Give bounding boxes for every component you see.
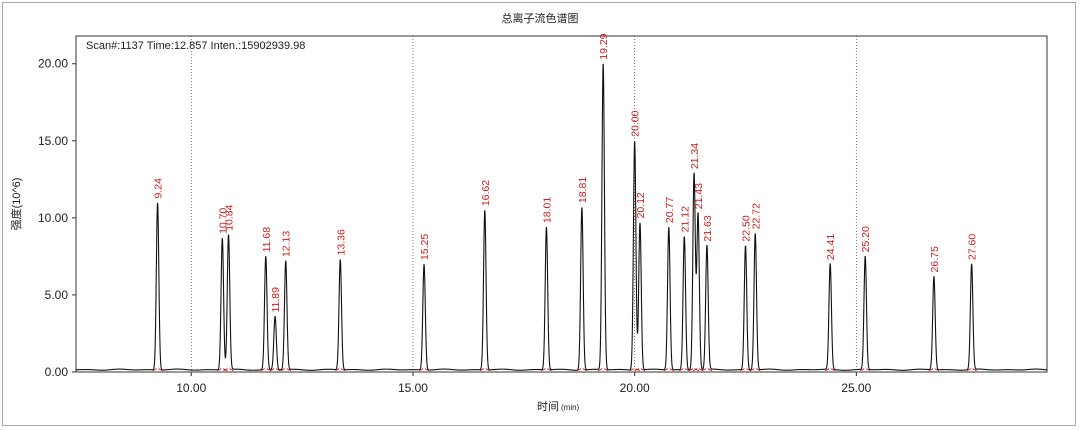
peak-marker [688,368,694,372]
peak-label: 21.34 [689,143,701,169]
peak-label: 18.81 [577,177,589,203]
peak-marker [692,368,698,372]
peak-marker [679,368,684,372]
peak-marker [280,368,285,372]
peak-marker [260,368,265,372]
peak-label: 16.62 [480,180,492,206]
peak-label: 21.43 [693,183,705,209]
y-tick-label: 5.00 [45,288,69,302]
peak-label: 20.00 [630,110,642,136]
peak-label: 15.25 [419,234,431,260]
scan-info: Scan#:1137 Time:12.857 Inten.:15902939.9… [86,40,305,52]
x-axis-unit: (min) [561,403,580,412]
grid [190,36,857,372]
y-tick-label: 15.00 [38,134,68,148]
x-tick-label: 15.00 [398,381,428,395]
x-tick-label: 10.00 [176,381,206,395]
axis-ticks: 10.00 15.00 20.00 25.00 0.00 5.00 10.00 15.00 20… [38,57,872,395]
peak-label: 12.13 [281,231,293,257]
peak-marker [541,368,546,372]
peak-label: 22.72 [750,203,762,229]
peak-marker [634,368,640,372]
peak-label: 25.20 [860,226,872,252]
peak-label: 24.41 [825,234,837,260]
peak-marker [286,368,291,372]
peak-marker [640,368,646,372]
peak-label: 18.01 [541,197,553,223]
peak-marker [158,368,163,372]
peak-markers [152,368,977,372]
peak-marker [707,368,713,372]
peak-marker [865,368,871,372]
peak-marker [669,368,675,372]
peak-marker [756,368,761,372]
peak-label: 10.70 [217,207,229,233]
peak-marker [269,368,275,372]
peak-label: 27.60 [967,234,979,260]
peak-marker [275,368,281,372]
x-axis-label-group: 时间 (min) [537,400,580,413]
peak-marker [597,368,603,372]
peak-label: 10.84 [224,204,236,230]
peak-marker [479,368,485,372]
peak-marker [750,368,755,372]
peak-marker [485,368,491,372]
peak-marker [152,368,157,372]
peak-marker [928,368,934,372]
peak-marker [547,368,552,372]
peak-marker [859,368,865,372]
chart-title: 总离子流色谱图 [502,11,579,25]
x-tick-label: 20.00 [620,381,650,395]
y-axis-label: 强度(10^6) [9,178,23,231]
plot-area [75,35,1048,373]
peak-marker [217,368,222,372]
peak-marker [418,368,424,372]
peak-marker [229,368,234,372]
peak-marker [576,368,582,372]
y-tick-label: 10.00 [38,211,68,225]
peak-marker [603,368,609,372]
y-tick-label: 0.00 [45,365,69,379]
peak-marker [335,368,340,372]
peak-marker [223,368,228,372]
peak-label: 13.36 [335,229,347,255]
peak-marker [830,368,836,372]
peak-marker [966,368,971,372]
peak-label: 21.63 [702,215,714,241]
peak-label: 19.29 [598,33,610,59]
x-tick-label: 25.00 [841,381,871,395]
peak-marker [972,368,977,372]
peak-label: 9.24 [153,178,165,199]
peak-marker [663,368,669,372]
peak-label: 22.50 [741,215,753,241]
peak-marker [740,368,745,372]
peak-label: 11.68 [261,227,273,253]
y-tick-label: 20.00 [38,57,68,71]
peak-label: 21.12 [679,206,691,232]
peak-marker [824,368,830,372]
peak-label: 20.12 [635,192,647,218]
peak-marker [746,368,751,372]
peak-marker [582,368,588,372]
peak-marker [424,368,430,372]
tic-trace-line [76,63,1048,371]
peak-marker [341,368,346,372]
peak-marker [685,368,690,372]
peak-marker [934,368,940,372]
peak-marker [701,368,707,372]
x-axis-label: 时间 [537,400,559,413]
peak-label: 11.89 [270,287,282,313]
peak-label: 20.77 [664,197,676,223]
peak-marker [629,368,634,372]
peak-label: 26.75 [929,246,941,272]
